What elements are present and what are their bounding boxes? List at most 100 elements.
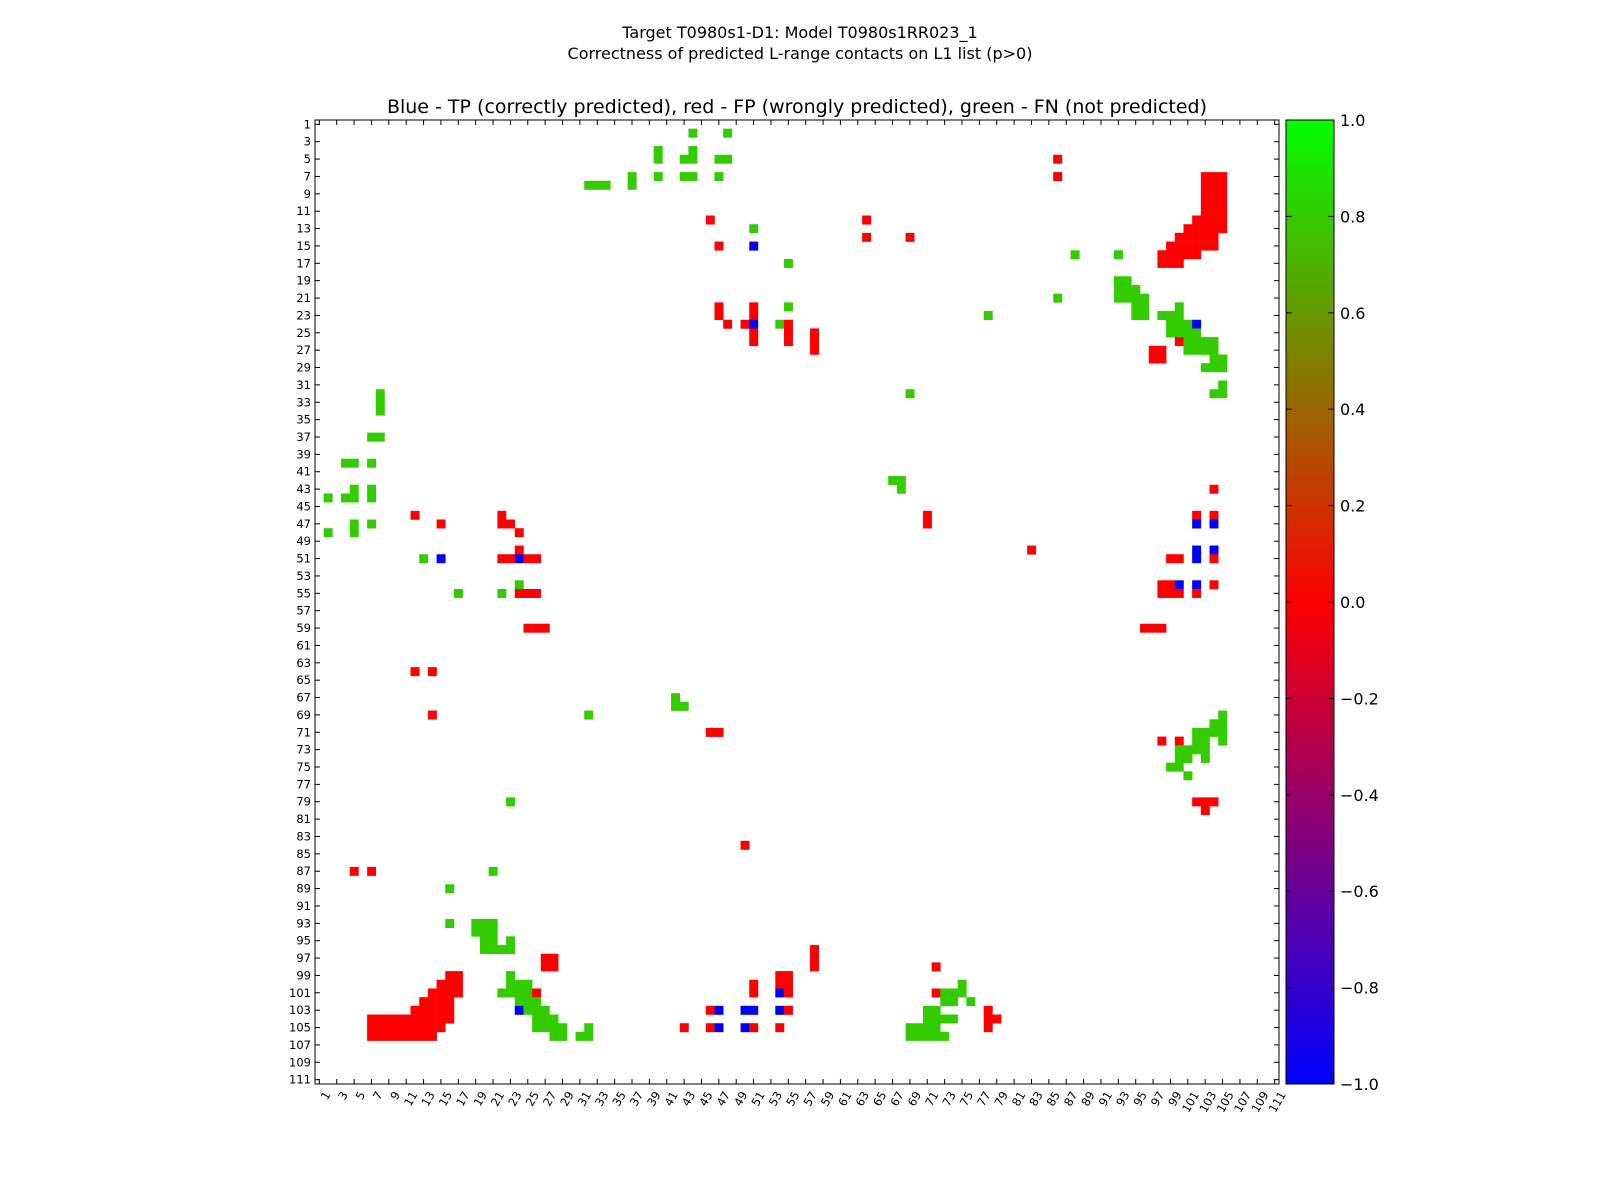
contact-cell: [1148, 354, 1158, 364]
colorbar-tick-label: −0.6: [1340, 882, 1379, 901]
x-tick-label: 83: [1026, 1089, 1045, 1109]
contact-cell: [1218, 189, 1228, 199]
contact-cell: [540, 962, 550, 972]
colorbar: [1285, 119, 1335, 1085]
contact-cell: [627, 172, 637, 182]
contact-cell: [940, 1014, 950, 1024]
contact-cell: [410, 1005, 420, 1015]
contact-cell: [931, 1023, 941, 1033]
contact-cell: [436, 519, 446, 529]
contact-cell: [740, 1023, 750, 1033]
contact-cell: [1200, 745, 1210, 755]
contact-cell: [419, 1014, 429, 1024]
x-tick-label: 103: [1196, 1089, 1219, 1115]
contact-cell: [1192, 519, 1202, 529]
contact-cell: [349, 866, 359, 876]
contact-cell: [1218, 719, 1228, 729]
contact-cell: [1131, 293, 1141, 303]
contact-cell: [749, 311, 759, 321]
contact-cell: [931, 962, 941, 972]
y-tick-label: 9: [304, 187, 311, 201]
contact-cell: [775, 979, 785, 989]
contact-cell: [1200, 241, 1210, 251]
contact-cell: [1174, 580, 1184, 590]
contact-cell: [584, 1023, 594, 1033]
contact-cell: [1209, 519, 1219, 529]
contact-cell: [810, 953, 820, 963]
contact-cell: [1192, 510, 1202, 520]
y-tick-label: 97: [296, 951, 311, 965]
contact-cell: [1209, 232, 1219, 242]
contact-cell: [1053, 172, 1063, 182]
contact-cell: [1200, 345, 1210, 355]
x-tick-label: 51: [748, 1089, 767, 1109]
x-tick-label: 101: [1179, 1089, 1202, 1115]
contact-cell: [688, 128, 698, 138]
x-tick-label: 81: [1009, 1089, 1028, 1109]
x-tick-label: 85: [1044, 1089, 1063, 1109]
contact-cell: [427, 1005, 437, 1015]
contact-cell: [1174, 554, 1184, 564]
contact-cell: [532, 1005, 542, 1015]
contact-cell: [523, 979, 533, 989]
contact-cell: [775, 1005, 785, 1015]
contact-cell: [1166, 311, 1176, 321]
contact-cell: [1157, 736, 1167, 746]
contact-cell: [1166, 241, 1176, 251]
contact-cell: [419, 1031, 429, 1041]
y-tick-label: 33: [296, 395, 311, 409]
contact-cell: [783, 319, 793, 329]
x-tick-label: 39: [644, 1089, 663, 1109]
y-tick-label: 103: [289, 1003, 311, 1017]
x-tick-label: 15: [436, 1089, 455, 1109]
contact-cell: [1174, 745, 1184, 755]
contact-cell: [1218, 710, 1228, 720]
y-tick-label: 95: [296, 934, 311, 948]
contact-cell: [532, 623, 542, 633]
contact-cell: [558, 1031, 568, 1041]
contact-cell: [453, 588, 463, 598]
contact-cell: [714, 727, 724, 737]
contact-cell: [1192, 319, 1202, 329]
contact-cell: [1183, 753, 1193, 763]
contact-cell: [749, 979, 759, 989]
contact-cell: [1148, 345, 1158, 355]
contact-cell: [367, 493, 377, 503]
contact-cell: [1166, 258, 1176, 268]
x-axis-ticks: 1 3 5 7 911131517192123252729313335373941434…: [318, 120, 1289, 1115]
contact-cell: [1200, 806, 1210, 816]
contact-cell: [445, 988, 455, 998]
x-tick-label: 53: [766, 1089, 785, 1109]
contact-cell: [427, 1031, 437, 1041]
contact-cell: [436, 1023, 446, 1033]
contact-cell: [514, 580, 524, 590]
x-tick-label: 99: [1165, 1089, 1184, 1109]
colorbar-tick-label: 0.2: [1340, 497, 1365, 516]
contact-cell: [384, 1031, 394, 1041]
contact-cell: [896, 484, 906, 494]
contact-cell: [1209, 363, 1219, 373]
contact-cell: [532, 554, 542, 564]
y-tick-label: 5: [304, 152, 311, 166]
y-tick-label: 59: [296, 621, 311, 635]
contact-cell: [1209, 241, 1219, 251]
contact-cell: [983, 1014, 993, 1024]
contact-cell: [914, 1031, 924, 1041]
contact-cell: [749, 1005, 759, 1015]
contact-cell: [905, 389, 915, 399]
contact-cell: [1174, 250, 1184, 260]
contact-cell: [367, 1014, 377, 1024]
contact-cell: [1166, 554, 1176, 564]
contact-cell: [427, 1023, 437, 1033]
contact-cell: [592, 180, 602, 190]
contact-cell: [532, 588, 542, 598]
contact-cell: [401, 1031, 411, 1041]
y-tick-label: 79: [296, 795, 311, 809]
contact-cell: [1157, 311, 1167, 321]
x-tick-label: 7: [370, 1089, 386, 1102]
contact-cell: [679, 154, 689, 164]
y-tick-label: 83: [296, 829, 311, 843]
y-tick-label: 105: [289, 1021, 311, 1035]
x-tick-label: 61: [835, 1089, 854, 1109]
x-tick-label: 49: [731, 1089, 750, 1109]
